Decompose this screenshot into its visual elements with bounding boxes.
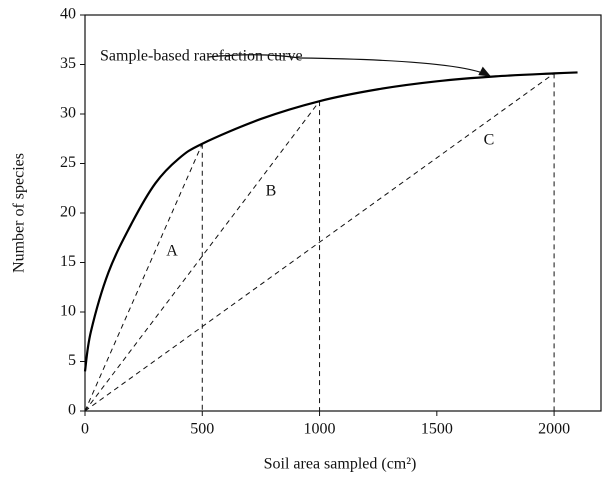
x-tick-label: 500 [190,421,214,438]
curve-annotation: Sample-based rarefaction curve [100,48,303,65]
dashed-diagonal [84,100,320,412]
y-tick-label: 25 [60,154,76,171]
y-tick-label: 15 [60,253,76,270]
x-axis-label: Soil area sampled (cm²) [264,456,417,473]
y-tick-label: 30 [60,105,76,122]
rarefaction-curve [83,71,578,372]
annotation-arrow [299,57,492,77]
dashed-diagonal [84,73,555,412]
x-tick-label: 1000 [304,421,336,438]
y-tick-label: 35 [60,55,76,72]
y-tick-label: 20 [60,204,76,221]
y-tick-label: 0 [68,402,76,419]
region-label: B [266,183,277,200]
y-tick-label: 5 [68,352,76,369]
y-tick-label: 10 [60,303,76,320]
region-label: A [166,243,178,260]
y-tick-label: 40 [60,6,76,23]
annotation-arrow [207,54,301,59]
x-tick-label: 1500 [421,421,453,438]
dashed-diagonal [84,143,203,412]
region-label: C [484,132,495,149]
x-tick-label: 0 [81,421,89,438]
x-tick-label: 2000 [538,421,570,438]
y-axis-label: Number of species [11,153,28,273]
